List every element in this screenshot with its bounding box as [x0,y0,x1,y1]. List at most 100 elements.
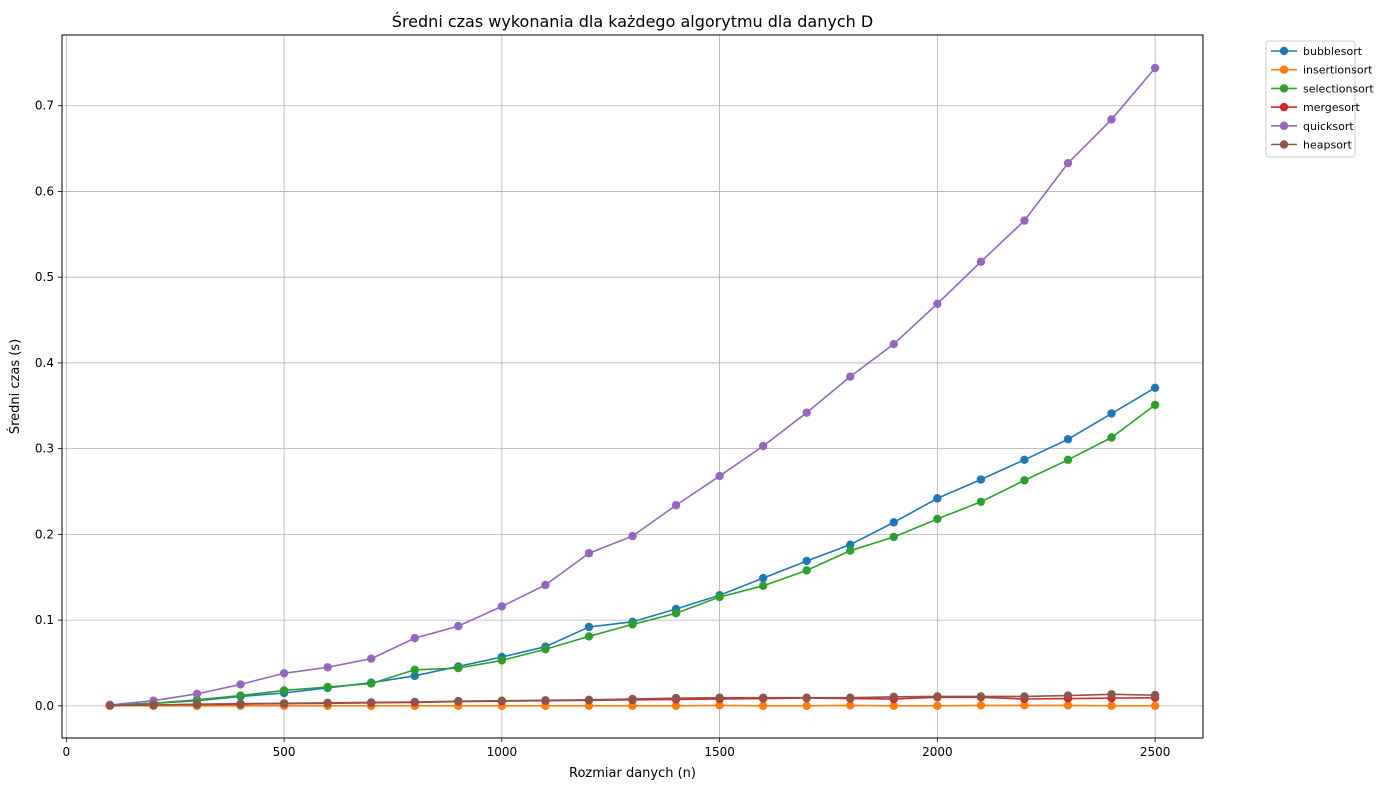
data-point-heapsort [802,693,811,702]
data-point-bubblesort [1020,455,1029,465]
data-point-selectionsort [454,663,463,673]
data-point-bubblesort [889,518,898,527]
data-point-selectionsort [671,609,681,618]
legend-marker [1279,84,1289,93]
data-point-quicksort [671,501,681,510]
data-point-quicksort [236,680,245,689]
data-point-insertionsort [802,701,811,711]
legend-label: insertionsort [1303,64,1373,77]
data-point-quicksort [933,299,942,308]
data-point-insertionsort [758,701,768,711]
data-point-bubblesort [846,540,855,549]
data-point-quicksort [802,408,811,417]
data-point-bubblesort [1107,409,1116,418]
data-point-heapsort [149,700,158,710]
legend-item-bubblesort: bubblesort [1271,45,1363,58]
x-tick-label: 1500 [704,745,735,759]
legend-label: bubblesort [1303,45,1363,58]
data-point-selectionsort [236,691,245,700]
data-point-heapsort [279,699,289,708]
x-tick-label: 2000 [922,745,953,759]
data-point-selectionsort [584,632,594,641]
data-point-selectionsort [279,686,289,695]
chart-title: Średni czas wykonania dla każdego algory… [392,12,873,31]
data-point-heapsort [628,694,637,704]
legend-item-selectionsort: selectionsort [1271,82,1374,95]
legend-item-heapsort: heapsort [1271,139,1352,152]
series-line-quicksort [109,67,1156,706]
data-point-heapsort [454,696,463,706]
data-point-quicksort [323,663,332,672]
data-point-selectionsort [933,514,942,524]
series-bubblesort [105,383,1160,710]
data-point-bubblesort [1063,435,1073,444]
x-tick-label: 2500 [1140,745,1171,759]
data-point-heapsort [1150,690,1160,700]
data-point-selectionsort [1107,433,1116,442]
data-point-selectionsort [802,566,811,575]
data-point-selectionsort [889,532,898,542]
data-point-heapsort [1107,690,1116,699]
data-point-quicksort [192,689,202,699]
data-point-heapsort [715,693,724,702]
data-point-selectionsort [628,620,637,629]
data-point-heapsort [367,698,376,707]
y-tick-label: 0.5 [35,270,54,284]
data-point-bubblesort [976,475,986,484]
data-point-insertionsort [1020,701,1029,710]
data-point-bubblesort [758,573,768,583]
data-point-selectionsort [497,656,507,665]
data-point-quicksort [1063,158,1073,168]
data-point-heapsort [584,695,594,705]
data-point-bubblesort [1150,383,1160,392]
data-point-bubblesort [802,556,811,566]
data-point-bubblesort [410,671,419,681]
legend-marker [1279,65,1289,74]
data-point-heapsort [889,692,898,702]
legend-marker [1279,46,1289,56]
data-point-insertionsort [976,701,986,710]
data-point-selectionsort [758,581,768,591]
x-tick-label: 0 [63,745,71,759]
x-axis-ticks: 0 500 1000 1500 2000 2500 [63,738,1171,759]
data-point-selectionsort [976,497,986,507]
y-axis-ticks: 0.0 0.1 0.2 0.3 0.4 0.5 0.6 0.7 [35,99,62,713]
data-point-heapsort [497,696,507,705]
data-point-quicksort [715,471,724,481]
data-point-selectionsort [1020,476,1029,485]
data-point-heapsort [1063,691,1073,700]
y-tick-label: 0.2 [35,527,54,541]
data-point-heapsort [976,692,986,701]
data-point-quicksort [976,257,986,266]
y-tick-label: 0.4 [35,356,54,370]
series-selectionsort [105,400,1160,710]
legend-marker [1279,121,1289,130]
legend-marker [1279,140,1289,149]
data-point-heapsort [1020,692,1029,701]
data-point-bubblesort [933,494,942,503]
data-point-selectionsort [1063,455,1073,465]
legend-label: heapsort [1303,139,1352,152]
data-point-quicksort [367,654,376,663]
data-point-heapsort [192,699,202,709]
data-point-quicksort [1020,216,1029,225]
data-point-heapsort [758,693,768,702]
series-quicksort [105,63,1160,710]
data-point-quicksort [454,621,463,631]
data-point-quicksort [497,602,507,611]
legend-label: mergesort [1303,101,1361,114]
data-point-quicksort [758,441,768,451]
data-point-heapsort [671,693,681,703]
series-heapsort [105,690,1160,710]
legend-item-insertionsort: insertionsort [1271,64,1373,77]
data-point-heapsort [105,701,115,710]
data-point-selectionsort [410,665,419,675]
y-tick-label: 0.1 [35,613,54,627]
data-point-quicksort [584,549,594,558]
data-point-quicksort [1107,115,1116,124]
data-point-heapsort [541,696,550,705]
data-point-selectionsort [715,592,724,602]
legend-marker [1279,102,1289,112]
data-point-quicksort [846,372,855,381]
